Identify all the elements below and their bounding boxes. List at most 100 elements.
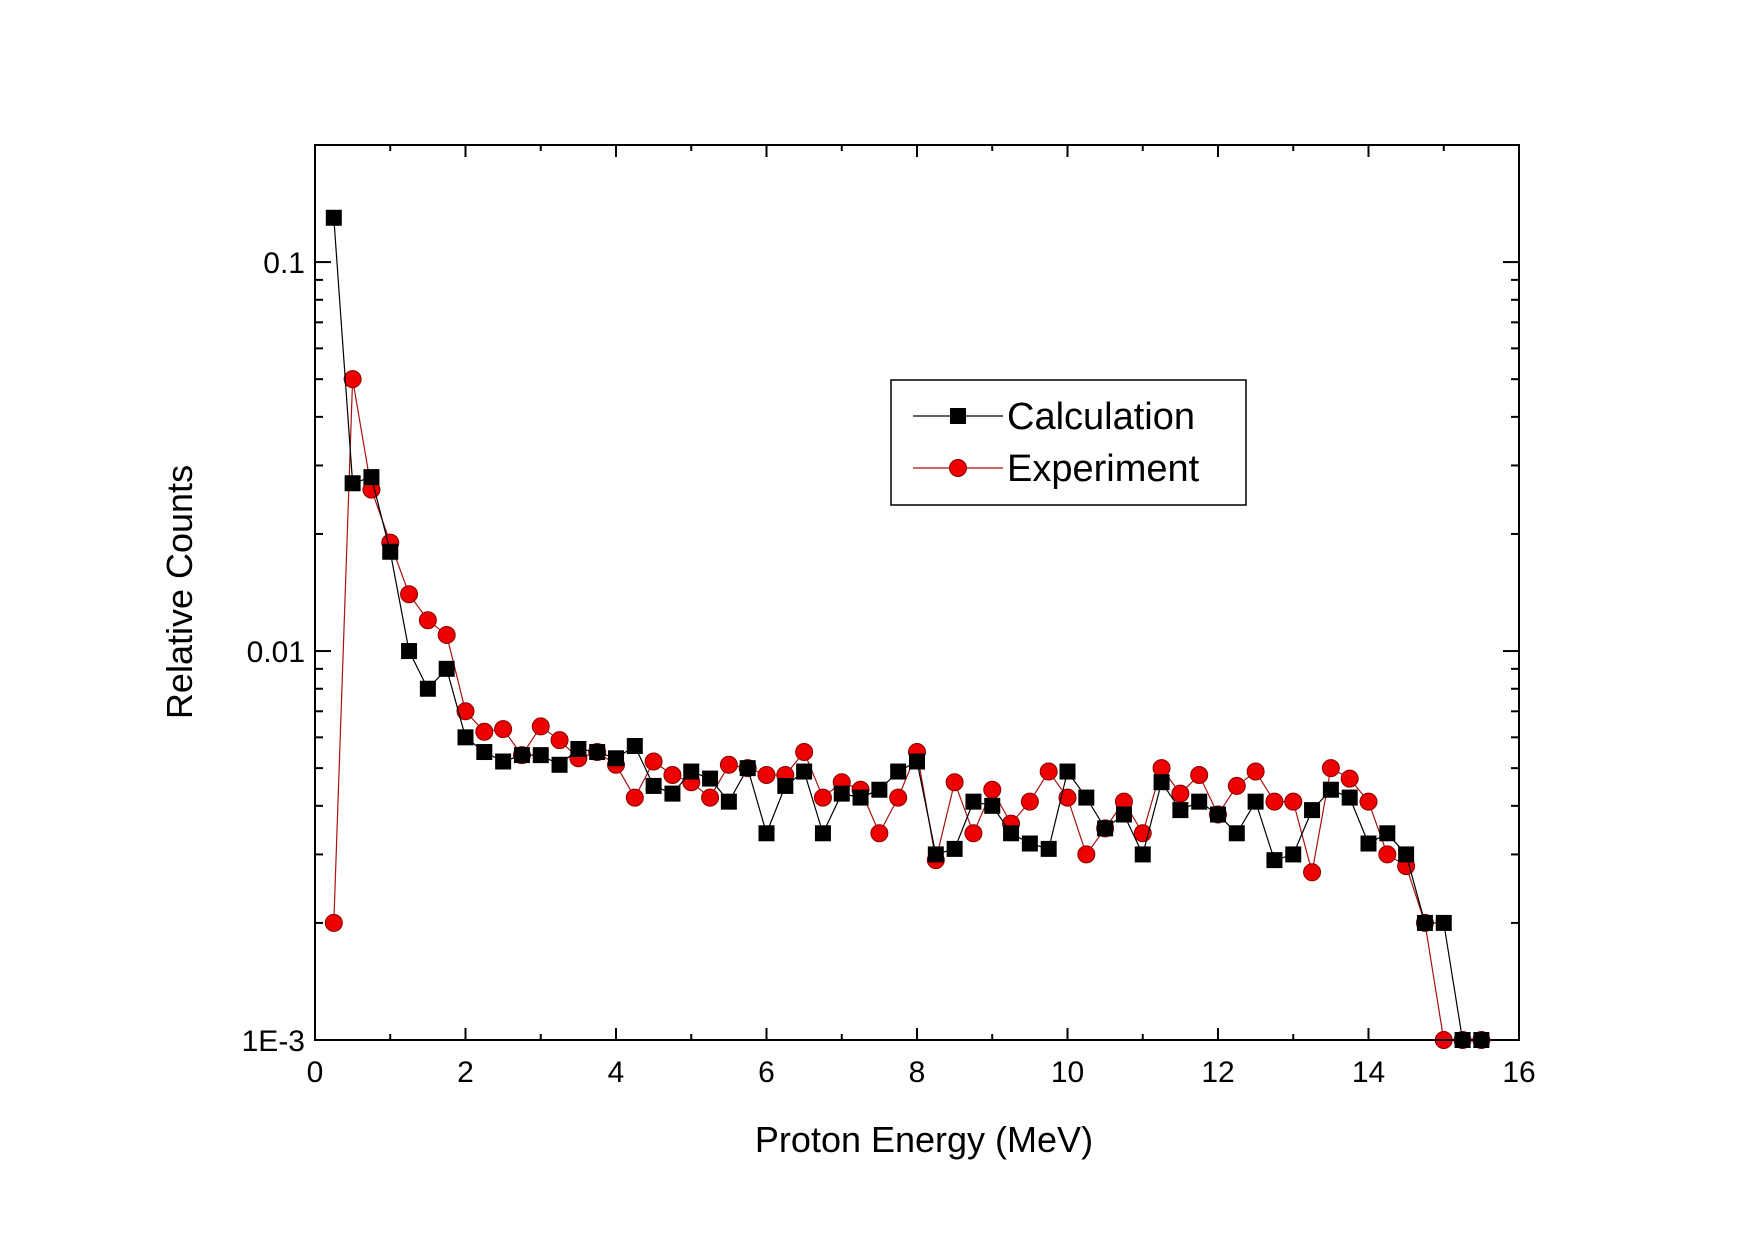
calculation-point (1210, 806, 1226, 823)
x-tick-label: 4 (608, 1056, 625, 1089)
calculation-point (739, 760, 756, 777)
experiment-point (456, 702, 475, 721)
legend-box (890, 379, 1247, 506)
experiment-point (945, 773, 964, 792)
calculation-point (1304, 802, 1321, 819)
calculation-point (702, 770, 719, 787)
calculation-point (532, 747, 549, 764)
plot-area-frame (314, 144, 1520, 1041)
calculation-point (382, 543, 399, 560)
experiment-point (1303, 863, 1322, 882)
calculation-point (626, 737, 643, 754)
calculation-point (1435, 914, 1452, 931)
calculation-point (814, 825, 831, 842)
calculation-point (1097, 820, 1114, 837)
calculation-point (570, 740, 587, 757)
experiment-point (625, 788, 644, 807)
calculation-point (946, 840, 963, 857)
calculation-point (984, 797, 1001, 814)
legend-experiment-label: Experiment (1007, 448, 1200, 490)
calculation-point (777, 777, 794, 794)
axes: 0 2 4 6 8 10 12 14 16 1E-3 0.01 0.1 (242, 145, 1536, 1089)
experiment-point (964, 824, 983, 843)
y-tick-label: 0.1 (263, 247, 305, 280)
experiment-point (1152, 759, 1171, 778)
experiment-point (1284, 792, 1303, 811)
experiment-point (663, 766, 682, 785)
calculation-point (720, 793, 737, 810)
x-tick-label: 16 (1502, 1056, 1535, 1089)
experiment-point (1190, 766, 1209, 785)
calculation-point (852, 789, 869, 806)
calculation-point (1360, 835, 1377, 852)
calculation-point (1021, 835, 1038, 852)
experiment-point (1378, 845, 1397, 864)
calculation-point (664, 785, 681, 802)
data-series (324, 209, 1491, 1049)
experiment-point (644, 752, 663, 771)
legend: Calculation Experiment (890, 379, 1247, 506)
experiment-point (870, 824, 889, 843)
calculation-point (758, 825, 775, 842)
x-tick-label: 6 (758, 1056, 775, 1089)
calculation-point (401, 643, 418, 660)
calculation-point (513, 747, 530, 764)
legend-experiment-marker (949, 459, 967, 477)
calculation-point (1078, 789, 1095, 806)
experiment-point (1058, 788, 1077, 807)
x-tick-label: 10 (1051, 1056, 1084, 1089)
calculation-point (363, 469, 380, 486)
experiment-point (418, 611, 437, 630)
experiment-point (813, 788, 832, 807)
calculation-point (833, 785, 850, 802)
experiment-point (1171, 784, 1190, 803)
calculation-point (1266, 852, 1283, 869)
calculation-point (871, 781, 888, 798)
calculation-point (1341, 789, 1358, 806)
calculation-point (909, 753, 925, 770)
experiment-point (531, 717, 550, 736)
experiment-point (1340, 769, 1359, 788)
x-axis-title: Proton Energy (MeV) (755, 1119, 1093, 1160)
x-tick-label: 14 (1352, 1056, 1385, 1089)
x-tick-label: 2 (457, 1056, 474, 1089)
experiment-point (1359, 792, 1378, 811)
calculation-point (1379, 825, 1396, 842)
calculation-point (1228, 825, 1245, 842)
experiment-point (757, 766, 776, 785)
calculation-point (1416, 914, 1433, 931)
calculation-point (457, 729, 474, 746)
calculation-point (608, 750, 624, 767)
experiment-point (1265, 792, 1284, 811)
experiment-point (550, 731, 569, 750)
calculation-point (344, 475, 361, 492)
calculation-point (1115, 806, 1132, 823)
calculation-point (1247, 793, 1264, 810)
calculation-point (1322, 781, 1339, 798)
calculation-point (325, 209, 342, 226)
calculation-point (419, 680, 436, 697)
experiment-point (475, 722, 494, 741)
experiment-point (983, 780, 1002, 799)
experiment-point (437, 625, 456, 644)
legend-calculation-label: Calculation (1007, 396, 1195, 438)
experiment-point (400, 585, 419, 604)
calculation-point (476, 744, 493, 761)
calculation-point (495, 753, 512, 770)
calculation-point (927, 846, 944, 863)
calculation-point (1153, 774, 1170, 791)
calculation-point (1285, 846, 1302, 863)
x-tick-label: 8 (909, 1056, 926, 1089)
calculation-point (1059, 763, 1076, 780)
experiment-point (889, 788, 908, 807)
calculation-point (589, 744, 606, 761)
calculation-point (1040, 840, 1057, 857)
experiment-point (1077, 845, 1096, 864)
calculation-point (551, 756, 568, 773)
experiment-point (343, 370, 362, 389)
calculation-point (796, 763, 813, 780)
experiment-point (494, 720, 513, 739)
experiment-point (795, 743, 814, 762)
calculation-point (1398, 846, 1415, 863)
calculation-point (438, 660, 455, 677)
